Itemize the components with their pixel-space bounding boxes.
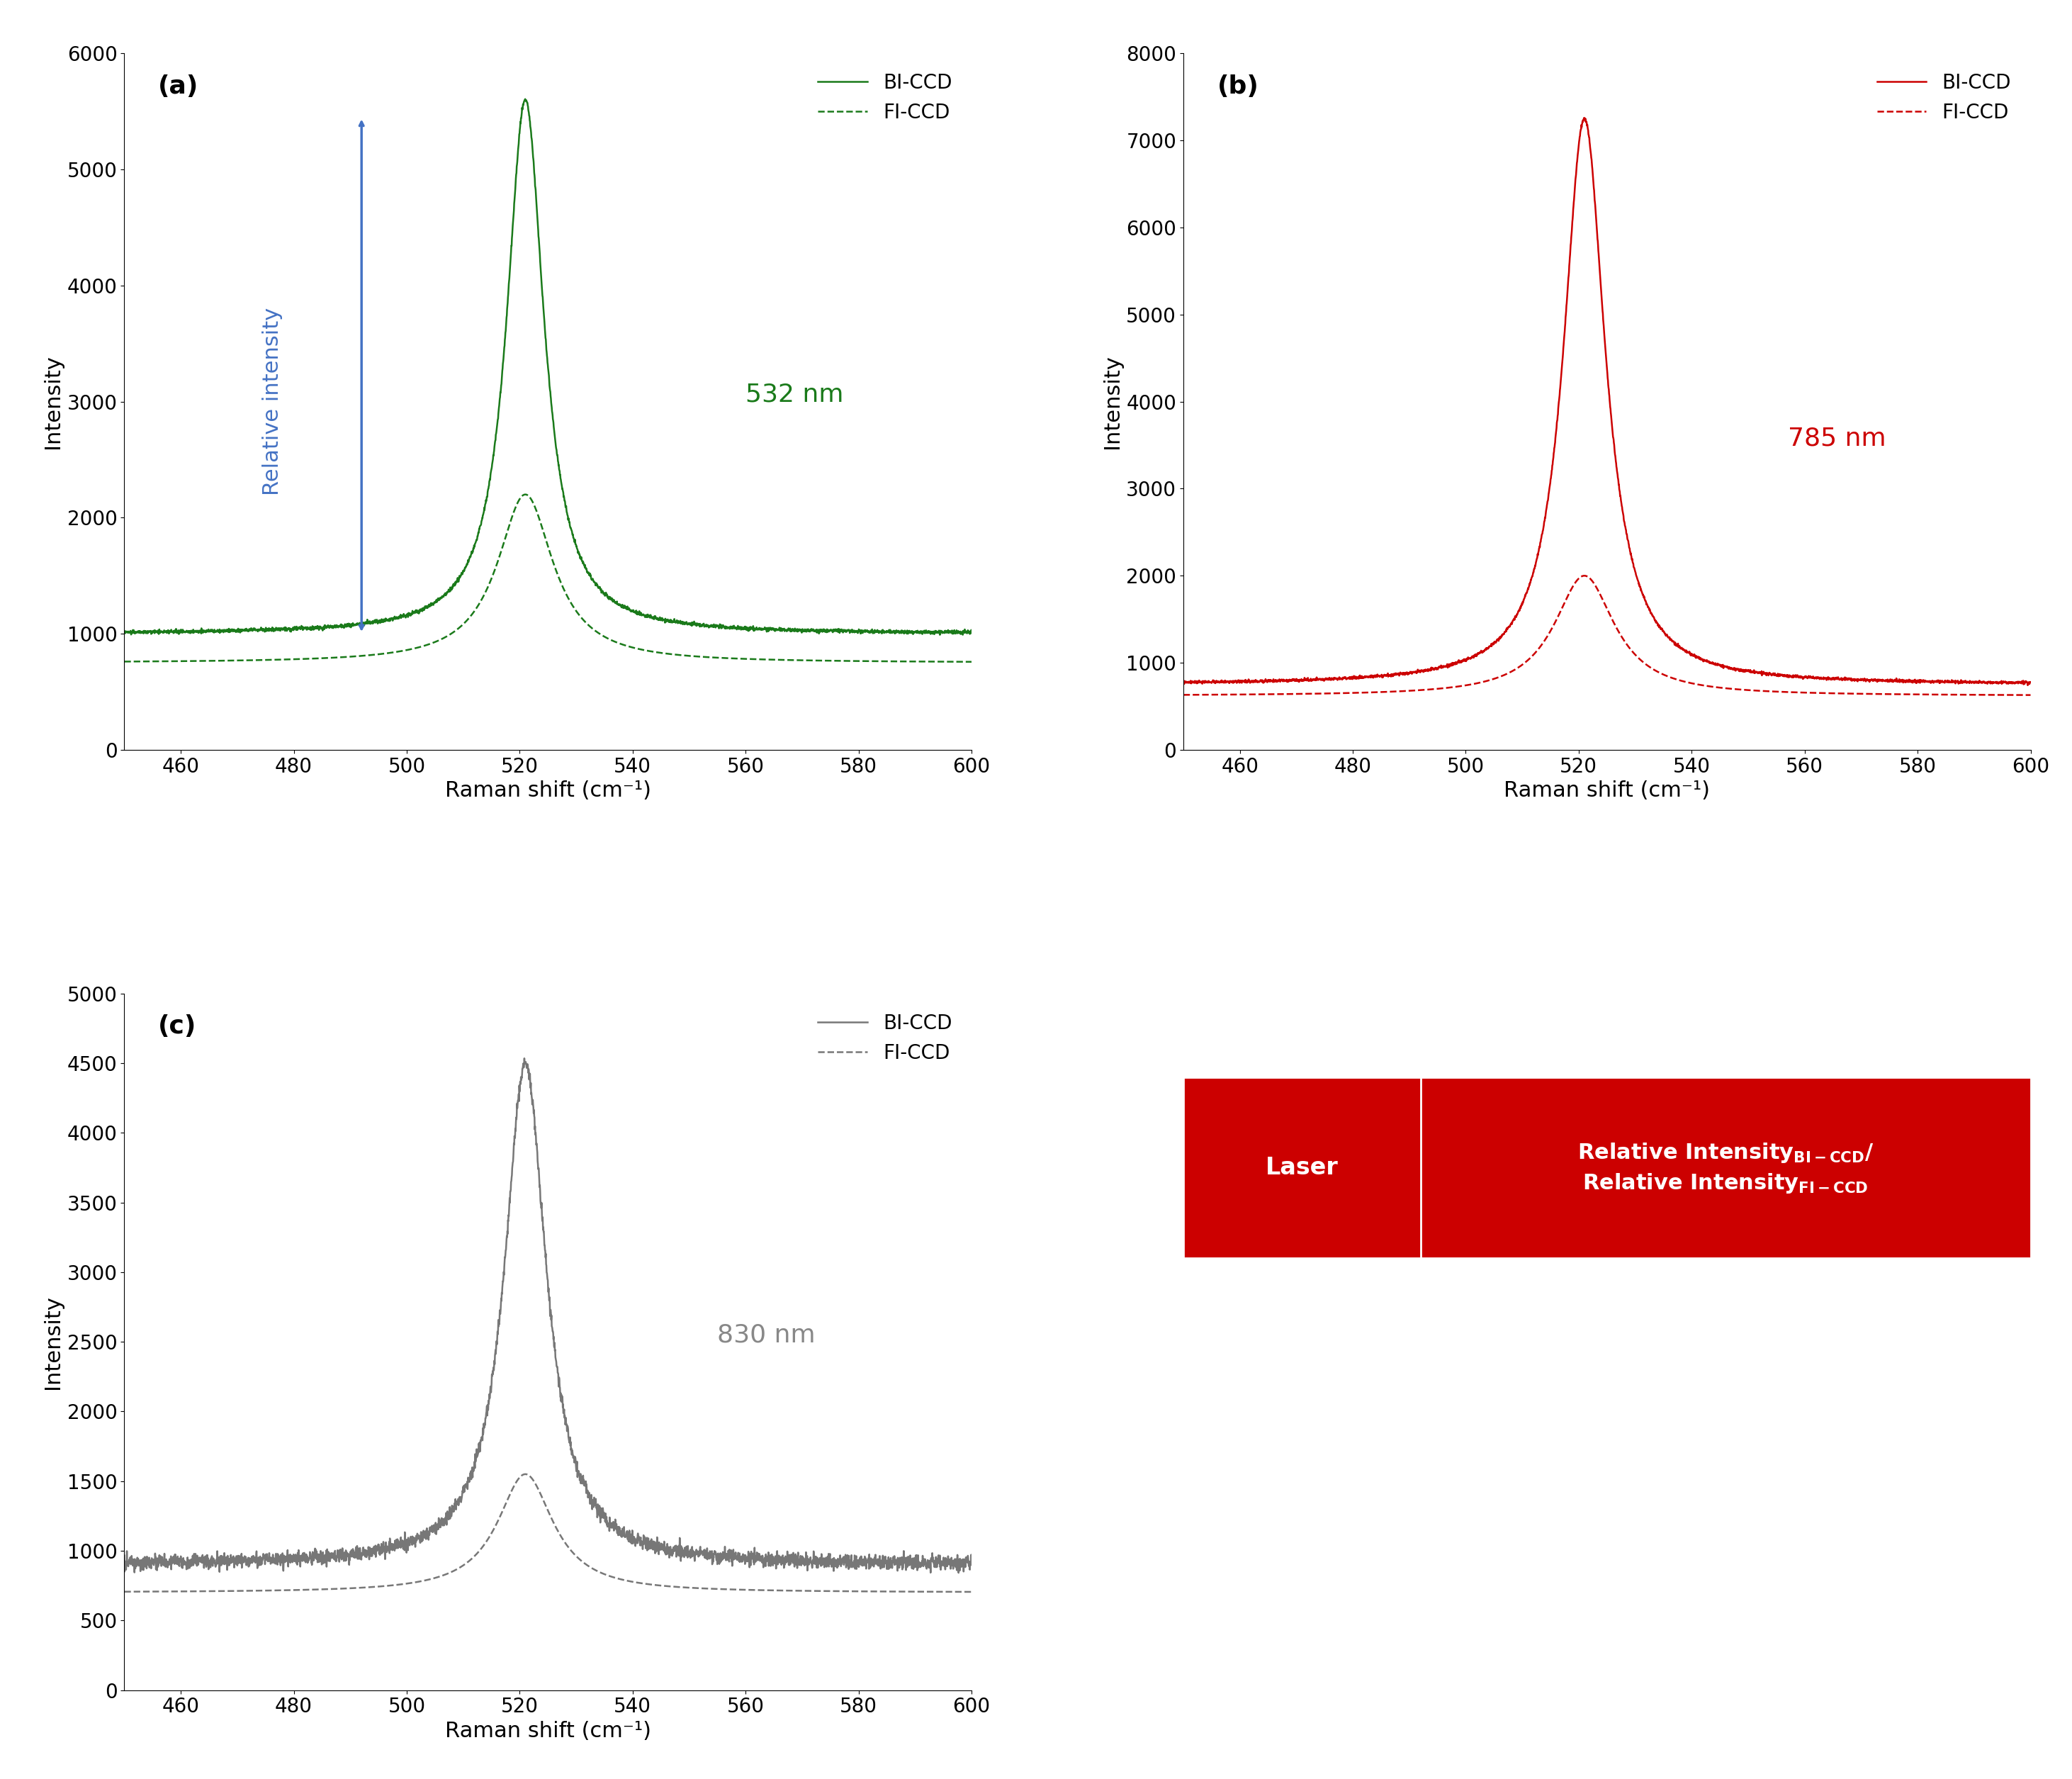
BI-CCD [437, 1501, 462, 1523]
FI-CCD [1496, 662, 1521, 683]
Text: (c): (c) [157, 1014, 197, 1039]
BI-CCD [959, 1550, 984, 1571]
BI-CCD [474, 1405, 499, 1427]
Legend: BI-CCD, FI-CCD: BI-CCD, FI-CCD [808, 1003, 961, 1073]
BI-CCD [1573, 107, 1598, 128]
Line: FI-CCD: FI-CCD [124, 1475, 972, 1592]
Text: (a): (a) [157, 75, 199, 98]
FI-CCD [2018, 685, 2043, 706]
Legend: BI-CCD, FI-CCD: BI-CCD, FI-CCD [1867, 64, 2020, 132]
Y-axis label: Intensity: Intensity [1102, 354, 1123, 448]
Text: Relative Intensity$_{\mathregular{BI-CCD}}$/
Relative Intensity$_{\mathregular{F: Relative Intensity$_{\mathregular{BI-CCD… [1577, 1140, 1873, 1195]
FI-CCD [852, 1582, 876, 1603]
X-axis label: Raman shift (cm⁻¹): Raman shift (cm⁻¹) [445, 781, 651, 801]
FI-CCD [1318, 683, 1343, 704]
X-axis label: Raman shift (cm⁻¹): Raman shift (cm⁻¹) [1504, 781, 1709, 801]
FI-CCD [1268, 683, 1293, 704]
Text: (b): (b) [1216, 75, 1260, 98]
FI-CCD [437, 624, 462, 646]
BI-CCD [209, 621, 234, 642]
FI-CCD [437, 1562, 462, 1583]
BI-CCD [852, 621, 876, 642]
FI-CCD [514, 1464, 539, 1485]
FI-CCD [474, 1532, 499, 1553]
Text: Laser: Laser [1266, 1156, 1339, 1179]
FI-CCD [209, 649, 234, 671]
X-axis label: Raman shift (cm⁻¹): Raman shift (cm⁻¹) [445, 1720, 651, 1742]
BI-CCD [1910, 671, 1935, 692]
BI-CCD [1533, 507, 1558, 528]
Text: 785 nm: 785 nm [1788, 425, 1886, 450]
BI-CCD [259, 1550, 284, 1571]
FI-CCD [959, 651, 984, 672]
Bar [1183, 1076, 2031, 1258]
BI-CCD [943, 1550, 968, 1571]
FI-CCD [209, 1580, 234, 1601]
Line: BI-CCD: BI-CCD [1183, 117, 2031, 685]
BI-CCD [852, 1548, 876, 1569]
FI-CCD [1573, 566, 1598, 587]
FI-CCD [112, 651, 137, 672]
BI-CCD [928, 624, 953, 646]
FI-CCD [1910, 683, 1935, 704]
BI-CCD [959, 623, 984, 644]
BI-CCD [947, 1562, 972, 1583]
FI-CCD [2002, 685, 2026, 706]
Y-axis label: Intensity: Intensity [44, 1295, 62, 1389]
FI-CCD [943, 1582, 968, 1603]
FI-CCD [474, 580, 499, 601]
BI-CCD [1268, 671, 1293, 692]
BI-CCD [437, 580, 462, 601]
BI-CCD [474, 489, 499, 511]
BI-CCD [512, 1048, 537, 1069]
FI-CCD [514, 484, 539, 505]
FI-CCD [943, 651, 968, 672]
Line: FI-CCD: FI-CCD [124, 495, 972, 662]
BI-CCD [1318, 669, 1343, 690]
BI-CCD [512, 89, 537, 110]
Text: Relative intensity: Relative intensity [261, 308, 282, 496]
BI-CCD [112, 1544, 137, 1566]
BI-CCD [112, 621, 137, 642]
BI-CCD [2018, 671, 2043, 692]
Text: (d): (d) [1208, 1014, 1251, 1039]
FI-CCD [959, 1582, 984, 1603]
FI-CCD [1533, 630, 1558, 651]
Text: 830 nm: 830 nm [717, 1322, 816, 1347]
BI-CCD [1171, 671, 1196, 692]
Y-axis label: Intensity: Intensity [44, 354, 62, 448]
FI-CCD [112, 1582, 137, 1603]
FI-CCD [259, 1580, 284, 1601]
BI-CCD [943, 621, 968, 642]
BI-CCD [2016, 674, 2041, 696]
Line: BI-CCD: BI-CCD [124, 100, 972, 635]
Line: FI-CCD: FI-CCD [1183, 576, 2031, 696]
Legend: BI-CCD, FI-CCD: BI-CCD, FI-CCD [808, 64, 961, 132]
Line: BI-CCD: BI-CCD [124, 1059, 972, 1573]
BI-CCD [1496, 617, 1521, 639]
FI-CCD [259, 649, 284, 671]
FI-CCD [1171, 685, 1196, 706]
BI-CCD [209, 1555, 234, 1576]
BI-CCD [259, 617, 284, 639]
FI-CCD [852, 651, 876, 672]
Text: 532 nm: 532 nm [746, 382, 843, 407]
BI-CCD [2002, 672, 2026, 694]
